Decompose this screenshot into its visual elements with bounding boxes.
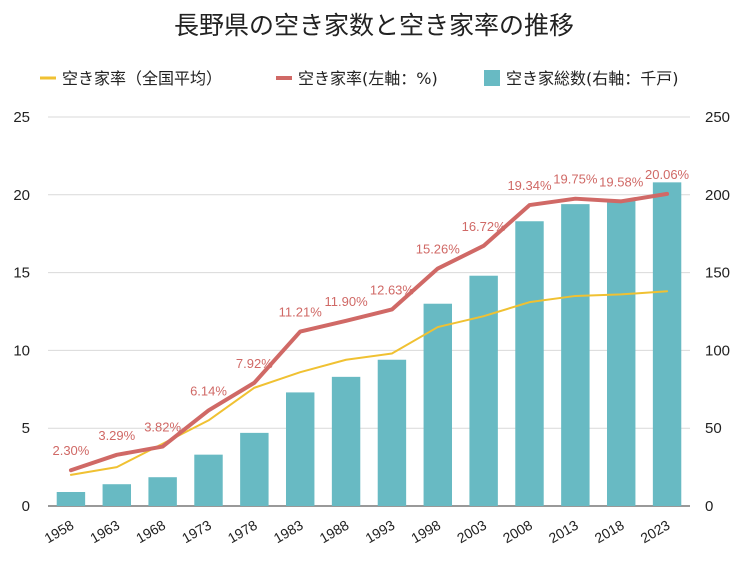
- line-point: [391, 308, 393, 310]
- bar: [652, 182, 682, 507]
- line-point: [299, 331, 301, 333]
- data-label: 16.72%: [462, 219, 507, 234]
- data-label: 19.34%: [507, 178, 552, 193]
- data-label: 6.14%: [190, 383, 227, 398]
- line-point: [620, 293, 622, 295]
- bar-series: [56, 182, 682, 507]
- bar: [606, 199, 636, 506]
- left-axis-tick-label: 25: [13, 109, 30, 126]
- left-axis-tick-label: 0: [22, 498, 30, 515]
- line-point: [299, 371, 301, 373]
- line-point: [620, 200, 622, 202]
- line-point: [208, 419, 209, 421]
- line-point: [253, 387, 255, 389]
- right-axis-tick-label: 200: [705, 187, 730, 204]
- bar: [331, 376, 361, 506]
- x-axis-tick-label: 1993: [362, 517, 397, 547]
- data-label: 11.90%: [325, 294, 369, 309]
- right-axis-tick-label: 50: [705, 420, 722, 437]
- data-label: 20.06%: [645, 167, 690, 182]
- bar: [423, 303, 453, 506]
- data-label: 12.63%: [370, 282, 415, 297]
- data-label: 3.29%: [98, 428, 135, 443]
- x-axis-tick-label: 2013: [546, 517, 581, 547]
- line-point: [574, 295, 576, 297]
- line-point: [116, 454, 118, 456]
- x-axis-tick-label: 2018: [592, 517, 627, 547]
- line-point: [253, 382, 255, 384]
- x-axis-tick-label: 1963: [87, 517, 122, 547]
- left-axis-tick-label: 15: [13, 265, 30, 282]
- bar: [240, 432, 269, 506]
- data-label: 7.92%: [236, 356, 273, 371]
- data-label: 2.30%: [52, 443, 89, 458]
- legend-label: 空き家率(左軸：%): [298, 69, 438, 88]
- left-axis-tick-label: 5: [22, 420, 30, 437]
- line-point: [116, 466, 118, 468]
- vacancy-rate-line: [68, 191, 670, 473]
- chart-title: 長野県の空き家数と空き家率の推移: [174, 11, 574, 40]
- legend-swatch: [484, 70, 500, 86]
- left-axis-tick-label: 10: [13, 342, 30, 359]
- legend-label: 空き家総数(右軸：千戸): [506, 69, 679, 88]
- legend: 空き家率（全国平均） 空き家率(左軸：%) 空き家総数(右軸：千戸): [40, 69, 679, 88]
- line-point: [483, 315, 485, 317]
- line-point: [666, 290, 668, 292]
- bar: [148, 477, 177, 506]
- data-labels: 2.30% 3.29% 3.82% 6.14% 7.92% 11.21%11.90%12.…: [52, 167, 689, 458]
- x-axis-tick-label: 1983: [271, 517, 306, 547]
- bar: [515, 221, 544, 506]
- x-axis-tick-label: 1973: [179, 517, 214, 547]
- bar: [285, 392, 315, 506]
- bar: [469, 275, 498, 506]
- line-point: [70, 474, 72, 476]
- line-point: [345, 359, 347, 361]
- x-axis-tick-label: 2008: [500, 517, 535, 547]
- line-point: [574, 198, 576, 200]
- bar: [102, 484, 132, 506]
- data-label: 19.75%: [553, 172, 598, 187]
- line-point: [70, 469, 72, 471]
- line-point: [162, 446, 164, 448]
- data-label: 11.21%: [279, 305, 323, 320]
- x-axis-tick-label: 1958: [41, 517, 76, 547]
- bar: [194, 454, 223, 506]
- right-axis-tick-label: 0: [705, 498, 713, 515]
- line-point: [483, 245, 485, 247]
- x-axis-tick-label: 1998: [408, 517, 443, 547]
- x-axis-tick-label: 1968: [133, 517, 168, 547]
- line-series: [68, 191, 670, 476]
- bar: [561, 204, 590, 507]
- left-axis-tick-label: 20: [13, 187, 30, 204]
- line-point: [391, 353, 393, 355]
- right-axis-tick-label: 150: [705, 265, 730, 282]
- line-point: [437, 268, 439, 270]
- bar: [377, 359, 407, 506]
- x-axis-tick-label: 2003: [454, 517, 489, 547]
- line-point: [666, 193, 668, 195]
- bar: [56, 491, 86, 506]
- line-point: [529, 301, 530, 303]
- right-axis-tick-label: 100: [705, 342, 730, 359]
- legend-label: 空き家率（全国平均）: [62, 69, 222, 88]
- data-label: 19.58%: [599, 174, 644, 189]
- line-point: [208, 409, 209, 411]
- x-axis-tick-label: 1988: [317, 517, 352, 547]
- right-axis-tick-label: 250: [705, 109, 730, 126]
- data-label: 3.82%: [144, 420, 181, 435]
- data-label: 15.26%: [416, 242, 461, 257]
- line-point: [437, 326, 439, 328]
- line-point: [529, 204, 530, 206]
- x-axis-tick-label: 2023: [638, 517, 673, 547]
- x-axis-tick-label: 1978: [225, 517, 260, 547]
- line-point: [345, 320, 347, 322]
